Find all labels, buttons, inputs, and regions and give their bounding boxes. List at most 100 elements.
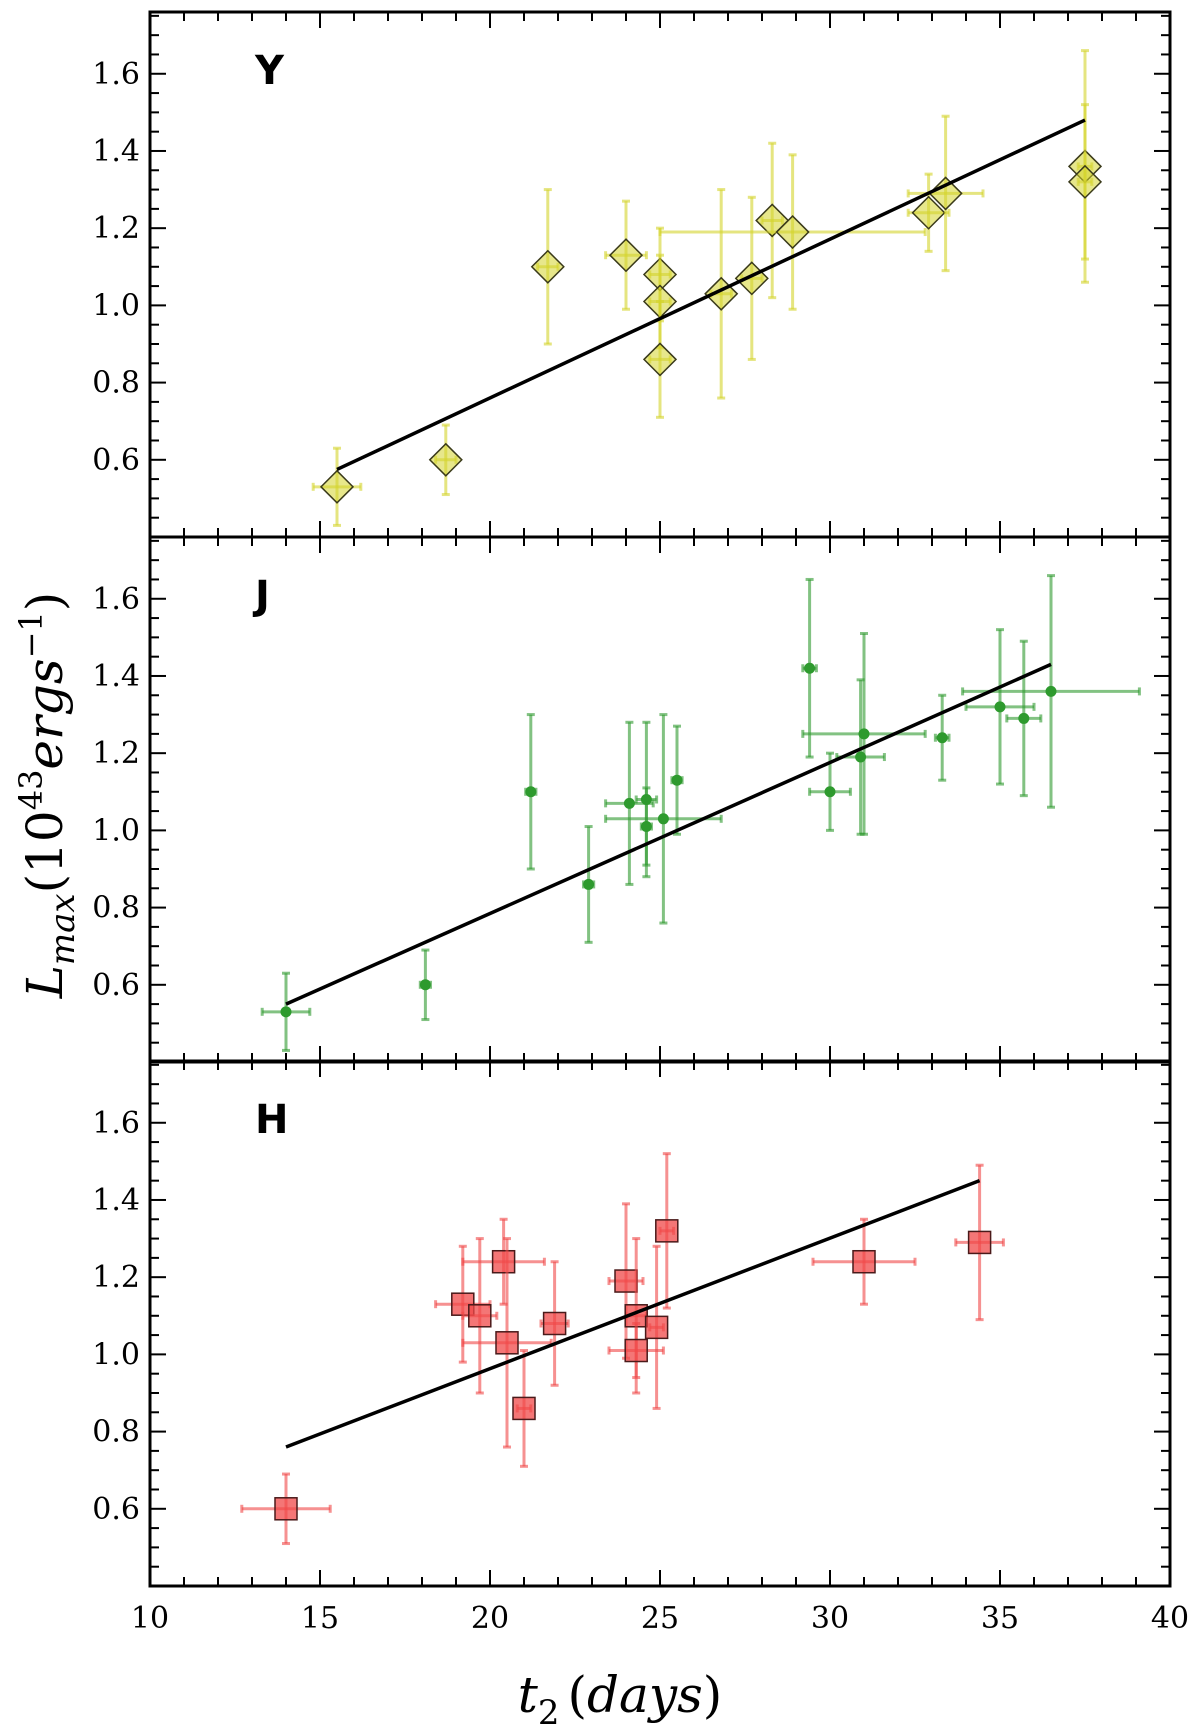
diamond-marker [911, 195, 946, 230]
diamond-marker [642, 342, 678, 377]
square-marker [468, 1304, 492, 1328]
circle-marker [657, 813, 669, 825]
data-point [801, 577, 818, 759]
data-point [658, 153, 927, 311]
fit-line [285, 662, 1052, 1006]
y-tick-label: 1.4 [92, 1183, 140, 1218]
x-axis-title: t2 (days) [518, 1666, 723, 1726]
y-axis-title-unit: ergs [16, 658, 74, 769]
data-point [607, 1202, 645, 1360]
data-point [582, 825, 596, 944]
y-axis-title-sub: max [43, 893, 83, 965]
x-tick-label: 10 [131, 1601, 169, 1636]
y-axis-title-base: 10 [16, 810, 74, 874]
y-tick-label: 0.6 [92, 968, 140, 1003]
data-point [801, 632, 927, 836]
circle-marker [525, 786, 537, 798]
data-point [240, 1472, 332, 1546]
diamond-marker [319, 469, 355, 504]
circle-marker [804, 662, 816, 674]
diamond-marker [734, 261, 769, 296]
y-tick-label: 1.6 [92, 582, 140, 617]
x-tick-label: 15 [301, 1601, 339, 1636]
panel-frame [148, 535, 1172, 1064]
panel-label-h: H [255, 1097, 288, 1143]
data-point [954, 1163, 1005, 1322]
square-marker [274, 1497, 298, 1521]
circle-marker [419, 979, 431, 991]
circle-marker [1045, 685, 1057, 697]
data-point [428, 423, 463, 497]
data-point [418, 948, 432, 1022]
square-marker [967, 1230, 992, 1255]
circle-marker [623, 797, 635, 809]
circle-marker [994, 701, 1006, 713]
data-point [461, 1217, 546, 1306]
x-axis-title-open: ( [567, 1666, 587, 1724]
square-marker [624, 1338, 648, 1363]
data-point [642, 300, 678, 419]
y-axis-title-exp: 43 [12, 770, 50, 811]
data-point [644, 1244, 669, 1410]
x-tick-label: 35 [981, 1601, 1019, 1636]
circle-marker [583, 878, 595, 890]
y-axis-title-unit-exp: −1 [12, 611, 50, 658]
data-point [604, 199, 648, 311]
x-axis-title-close: ) [703, 1666, 723, 1724]
y-tick-label: 1.4 [92, 134, 140, 169]
x-tick-label: 25 [641, 1601, 679, 1636]
data-point [933, 693, 951, 782]
x-axis-title-sub: 2 [538, 1693, 560, 1726]
y-tick-label: 1.0 [92, 813, 140, 848]
diamond-marker [1067, 164, 1103, 199]
y-tick-label: 0.8 [92, 891, 140, 926]
y-tick-label: 1.2 [92, 211, 140, 246]
diamond-marker [530, 249, 565, 284]
square-marker [655, 1219, 679, 1243]
y-tick-label: 0.8 [92, 366, 140, 401]
data-point [311, 446, 363, 527]
panel-label-y: Y [254, 48, 285, 94]
panels: 0.60.81.01.21.41.6 Y0.60.81.01.21.41.6 J0.… [92, 10, 1189, 1636]
diamond-marker [928, 176, 963, 211]
data-point [607, 1322, 665, 1380]
y-tick-label: 0.6 [92, 443, 140, 478]
diamond-marker [608, 238, 644, 273]
data-point [461, 1237, 553, 1449]
y-tick-label: 1.4 [92, 659, 140, 694]
y-axis-title-open: ( [16, 874, 74, 894]
square-marker [644, 1315, 669, 1340]
data-point [539, 1260, 570, 1387]
panel-j: 0.6 0.8 1.0 1.2 1.4 1.6 J [92, 535, 1172, 1064]
panel-h: 0.6 0.8 1.0 1.2 1.4 1.6 H [92, 1059, 1172, 1588]
circle-marker [280, 1006, 292, 1018]
square-marker [542, 1311, 567, 1336]
data-point [530, 188, 565, 346]
data-point [639, 786, 653, 867]
data-point [260, 971, 312, 1052]
fit-line [285, 1179, 981, 1449]
diamond-marker [775, 214, 810, 250]
y-tick-label: 0.8 [92, 1415, 140, 1450]
circle-marker [1018, 712, 1030, 724]
panel-label-j: J [252, 573, 270, 619]
y-axis-title-close: ) [16, 592, 74, 612]
data-point [808, 751, 852, 832]
fit-line [336, 118, 1086, 472]
x-tick-label: 20 [471, 1601, 509, 1636]
x-tick-label: 40 [1151, 1601, 1189, 1636]
data-point [461, 1237, 499, 1395]
y-tick-label: 1.6 [92, 1106, 140, 1141]
circle-marker [858, 728, 870, 740]
square-marker [852, 1249, 876, 1274]
y-tick-label: 1.2 [92, 1260, 140, 1295]
x-axis-title-unit: days [587, 1666, 703, 1724]
circle-marker [671, 774, 683, 786]
data-point [1005, 639, 1043, 798]
data-point [906, 172, 951, 253]
data-point [512, 1349, 536, 1468]
data-point [906, 114, 985, 273]
y-tick-label: 1.6 [92, 57, 140, 92]
x-tick-label: 30 [811, 1601, 849, 1636]
